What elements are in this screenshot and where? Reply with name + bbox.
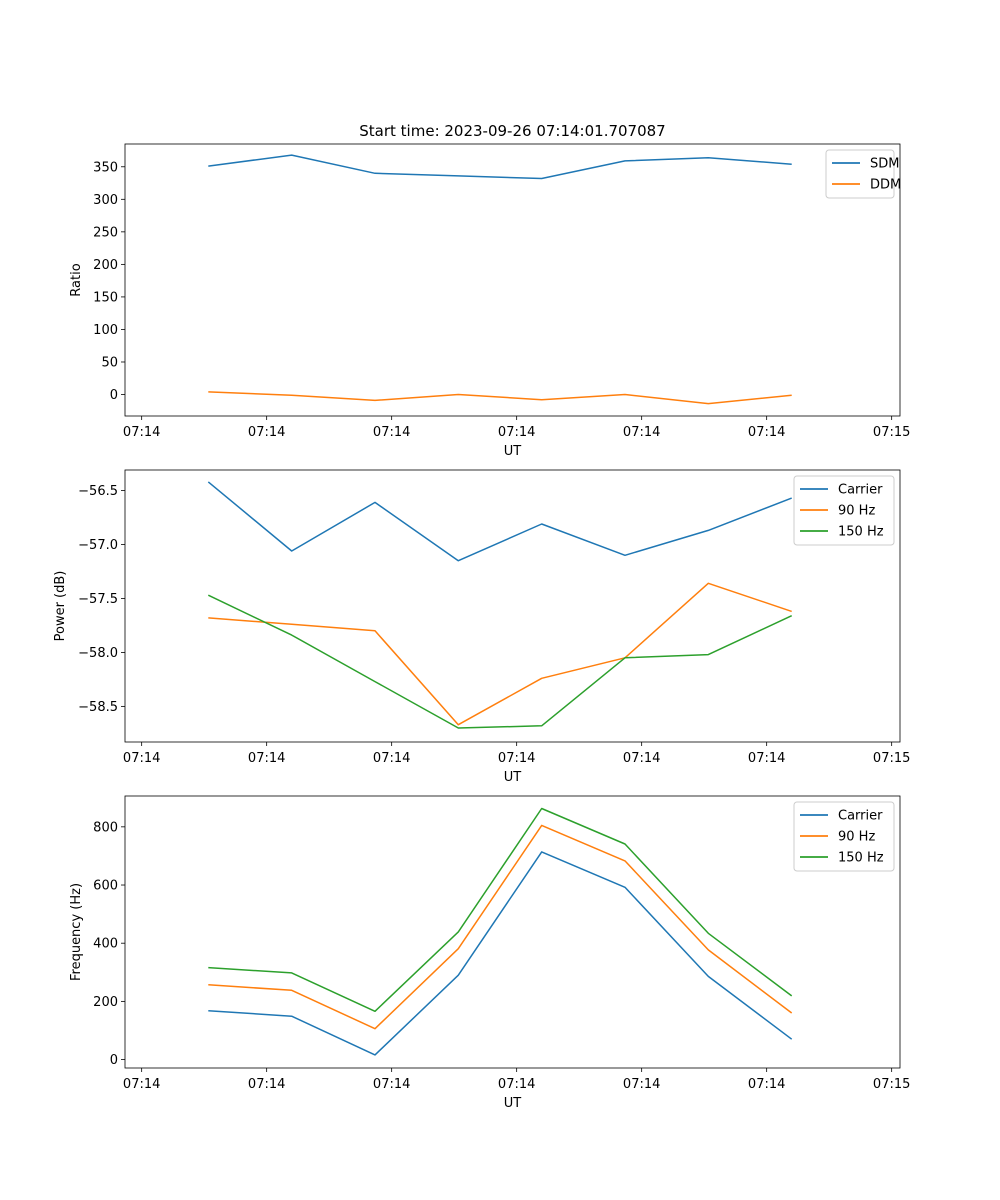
- x-axis-label: UT: [504, 444, 522, 459]
- y-tick-label: 200: [93, 258, 118, 273]
- series-line-carrier: [208, 851, 793, 1056]
- legend-label: 150 Hz: [838, 851, 884, 866]
- plot-frame: [124, 795, 901, 1069]
- y-axis-label: Ratio: [69, 263, 84, 296]
- legend-label: Carrier: [838, 809, 883, 824]
- x-axis-label: UT: [504, 770, 522, 785]
- legend-label: 90 Hz: [838, 504, 875, 519]
- y-tick-label: −58.0: [78, 646, 118, 661]
- y-tick-label: −57.5: [78, 592, 118, 607]
- legend-box: [825, 149, 895, 199]
- series-line-carrier: [207, 481, 792, 562]
- x-tick-label: 07:14: [498, 425, 535, 440]
- legend-label: Carrier: [838, 483, 883, 498]
- figure-title: Start time: 2023-09-26 07:14:01.707087: [359, 122, 665, 140]
- series-line-150-hz: [207, 594, 793, 729]
- x-tick-label: 07:14: [623, 1077, 660, 1092]
- y-tick-label: 0: [110, 388, 118, 403]
- y-axis-label: Power (dB): [53, 571, 68, 642]
- x-tick-label: 07:15: [873, 425, 910, 440]
- legend-label: 90 Hz: [838, 830, 875, 845]
- legend-box: [793, 801, 895, 872]
- x-tick-label: 07:14: [373, 751, 410, 766]
- y-tick-label: 100: [93, 323, 118, 338]
- series-line-90-hz: [208, 824, 793, 1030]
- y-tick-label: 400: [93, 937, 118, 952]
- series-line-150-hz: [208, 807, 793, 1013]
- plot-frame: [124, 469, 901, 743]
- y-tick-label: 800: [93, 820, 118, 835]
- legend: SDM DDM: [825, 149, 901, 199]
- chart-1: 07:14 07:14 07:14 07:14 07:14 07:14 07:15 −58.5…: [53, 469, 910, 785]
- y-tick-label: 200: [93, 995, 118, 1010]
- y-tick-label: 600: [93, 879, 118, 894]
- x-tick-label: 07:14: [248, 751, 285, 766]
- legend: Carrier 90 Hz 150 Hz: [793, 475, 895, 546]
- plot-frame: [124, 143, 901, 417]
- x-tick-label: 07:14: [748, 751, 785, 766]
- x-tick-label: 07:14: [248, 425, 285, 440]
- legend-label: SDM: [870, 157, 899, 172]
- y-tick-label: 150: [93, 290, 118, 305]
- y-axis-label: Frequency (Hz): [69, 883, 84, 981]
- chart-2: 07:14 07:14 07:14 07:14 07:14 07:14 07:15 0 200 4…: [69, 795, 910, 1111]
- series-line-ddm: [208, 391, 792, 405]
- y-tick-label: 300: [93, 193, 118, 208]
- x-tick-label: 07:15: [873, 1077, 910, 1092]
- x-tick-label: 07:14: [623, 425, 660, 440]
- x-tick-label: 07:14: [373, 425, 410, 440]
- x-tick-label: 07:14: [748, 1077, 785, 1092]
- series-line-sdm: [208, 154, 792, 180]
- x-tick-label: 07:14: [373, 1077, 410, 1092]
- y-tick-label: −57.0: [78, 538, 118, 553]
- x-tick-label: 07:14: [623, 751, 660, 766]
- y-tick-label: −58.5: [78, 700, 118, 715]
- y-tick-label: 0: [110, 1053, 118, 1068]
- x-tick-label: 07:14: [748, 425, 785, 440]
- x-tick-label: 07:14: [123, 425, 160, 440]
- y-tick-label: −56.5: [78, 484, 118, 499]
- legend-label: 150 Hz: [838, 525, 884, 540]
- legend-label: DDM: [870, 178, 901, 193]
- x-tick-label: 07:14: [123, 751, 160, 766]
- x-tick-label: 07:15: [873, 751, 910, 766]
- x-tick-label: 07:14: [498, 1077, 535, 1092]
- x-tick-label: 07:14: [498, 751, 535, 766]
- legend-box: [793, 475, 895, 546]
- x-tick-label: 07:14: [248, 1077, 285, 1092]
- y-tick-label: 50: [101, 355, 118, 370]
- y-tick-label: 350: [93, 160, 118, 175]
- y-tick-label: 250: [93, 225, 118, 240]
- legend: Carrier 90 Hz 150 Hz: [793, 801, 895, 872]
- series-line-90-hz: [208, 582, 792, 726]
- x-axis-label: UT: [504, 1096, 522, 1111]
- x-tick-label: 07:14: [123, 1077, 160, 1092]
- chart-0: 07:14 07:14 07:14 07:14 07:14 07:14 07:15 0 50 10…: [69, 143, 910, 459]
